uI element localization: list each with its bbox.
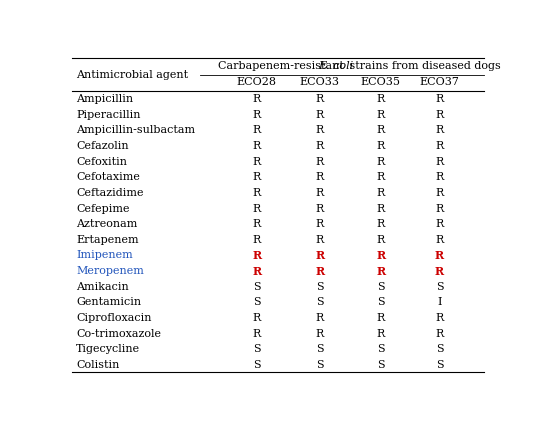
Text: R: R bbox=[253, 235, 261, 245]
Text: Cefepime: Cefepime bbox=[76, 204, 130, 213]
Text: R: R bbox=[435, 219, 443, 229]
Text: Aztreonam: Aztreonam bbox=[76, 219, 138, 229]
Text: S: S bbox=[253, 360, 261, 370]
Text: R: R bbox=[252, 250, 261, 261]
Text: S: S bbox=[316, 282, 324, 292]
Text: R: R bbox=[435, 329, 443, 339]
Text: R: R bbox=[315, 219, 324, 229]
Text: R: R bbox=[377, 141, 385, 151]
Text: Co-trimoxazole: Co-trimoxazole bbox=[76, 329, 161, 339]
Text: Carbapenem-resistant: Carbapenem-resistant bbox=[218, 61, 347, 71]
Text: R: R bbox=[377, 235, 385, 245]
Text: Tigecycline: Tigecycline bbox=[76, 344, 140, 354]
Text: S: S bbox=[316, 344, 324, 354]
Text: S: S bbox=[436, 360, 443, 370]
Text: R: R bbox=[253, 125, 261, 135]
Text: R: R bbox=[377, 156, 385, 167]
Text: R: R bbox=[377, 329, 385, 339]
Text: Antimicrobial agent: Antimicrobial agent bbox=[76, 70, 188, 79]
Text: R: R bbox=[253, 110, 261, 120]
Text: ECO33: ECO33 bbox=[300, 77, 340, 87]
Text: S: S bbox=[253, 298, 261, 307]
Text: R: R bbox=[435, 156, 443, 167]
Text: ECO28: ECO28 bbox=[237, 77, 277, 87]
Text: R: R bbox=[253, 329, 261, 339]
Text: R: R bbox=[315, 172, 324, 182]
Text: Ciprofloxacin: Ciprofloxacin bbox=[76, 313, 152, 323]
Text: Ampicillin: Ampicillin bbox=[76, 94, 133, 104]
Text: I: I bbox=[437, 298, 442, 307]
Text: R: R bbox=[253, 94, 261, 104]
Text: R: R bbox=[377, 204, 385, 213]
Text: R: R bbox=[435, 141, 443, 151]
Text: R: R bbox=[377, 172, 385, 182]
Text: S: S bbox=[377, 344, 384, 354]
Text: R: R bbox=[315, 235, 324, 245]
Text: R: R bbox=[315, 141, 324, 151]
Text: Cefazolin: Cefazolin bbox=[76, 141, 129, 151]
Text: R: R bbox=[315, 313, 324, 323]
Text: S: S bbox=[316, 360, 324, 370]
Text: S: S bbox=[253, 344, 261, 354]
Text: R: R bbox=[377, 313, 385, 323]
Text: Ceftazidime: Ceftazidime bbox=[76, 188, 144, 198]
Text: R: R bbox=[315, 329, 324, 339]
Text: R: R bbox=[315, 125, 324, 135]
Text: R: R bbox=[253, 141, 261, 151]
Text: R: R bbox=[252, 266, 261, 277]
Text: S: S bbox=[377, 360, 384, 370]
Text: R: R bbox=[253, 156, 261, 167]
Text: R: R bbox=[377, 188, 385, 198]
Text: R: R bbox=[315, 188, 324, 198]
Text: Cefoxitin: Cefoxitin bbox=[76, 156, 127, 167]
Text: strains from diseased dogs: strains from diseased dogs bbox=[346, 61, 500, 71]
Text: R: R bbox=[376, 266, 385, 277]
Text: R: R bbox=[435, 110, 443, 120]
Text: Meropenem: Meropenem bbox=[76, 266, 144, 276]
Text: R: R bbox=[435, 94, 443, 104]
Text: R: R bbox=[435, 172, 443, 182]
Text: ECO35: ECO35 bbox=[360, 77, 401, 87]
Text: R: R bbox=[315, 250, 324, 261]
Text: R: R bbox=[253, 204, 261, 213]
Text: R: R bbox=[377, 110, 385, 120]
Text: S: S bbox=[436, 282, 443, 292]
Text: Piperacillin: Piperacillin bbox=[76, 110, 141, 120]
Text: Ampicillin-sulbactam: Ampicillin-sulbactam bbox=[76, 125, 195, 135]
Text: S: S bbox=[253, 282, 261, 292]
Text: R: R bbox=[435, 266, 444, 277]
Text: S: S bbox=[316, 298, 324, 307]
Text: R: R bbox=[376, 250, 385, 261]
Text: R: R bbox=[315, 204, 324, 213]
Text: R: R bbox=[315, 156, 324, 167]
Text: S: S bbox=[377, 298, 384, 307]
Text: R: R bbox=[435, 204, 443, 213]
Text: Colistin: Colistin bbox=[76, 360, 120, 370]
Text: R: R bbox=[253, 313, 261, 323]
Text: R: R bbox=[435, 313, 443, 323]
Text: R: R bbox=[377, 94, 385, 104]
Text: R: R bbox=[253, 172, 261, 182]
Text: R: R bbox=[377, 125, 385, 135]
Text: R: R bbox=[435, 235, 443, 245]
Text: R: R bbox=[435, 125, 443, 135]
Text: R: R bbox=[315, 94, 324, 104]
Text: R: R bbox=[253, 188, 261, 198]
Text: R: R bbox=[377, 219, 385, 229]
Text: R: R bbox=[253, 219, 261, 229]
Text: ECO37: ECO37 bbox=[420, 77, 460, 87]
Text: S: S bbox=[436, 344, 443, 354]
Text: Cefotaxime: Cefotaxime bbox=[76, 172, 140, 182]
Text: Ertapenem: Ertapenem bbox=[76, 235, 139, 245]
Text: R: R bbox=[315, 110, 324, 120]
Text: R: R bbox=[435, 250, 444, 261]
Text: E. coli: E. coli bbox=[318, 61, 353, 71]
Text: S: S bbox=[377, 282, 384, 292]
Text: Amikacin: Amikacin bbox=[76, 282, 129, 292]
Text: Imipenem: Imipenem bbox=[76, 250, 133, 261]
Text: R: R bbox=[315, 266, 324, 277]
Text: Gentamicin: Gentamicin bbox=[76, 298, 141, 307]
Text: R: R bbox=[435, 188, 443, 198]
